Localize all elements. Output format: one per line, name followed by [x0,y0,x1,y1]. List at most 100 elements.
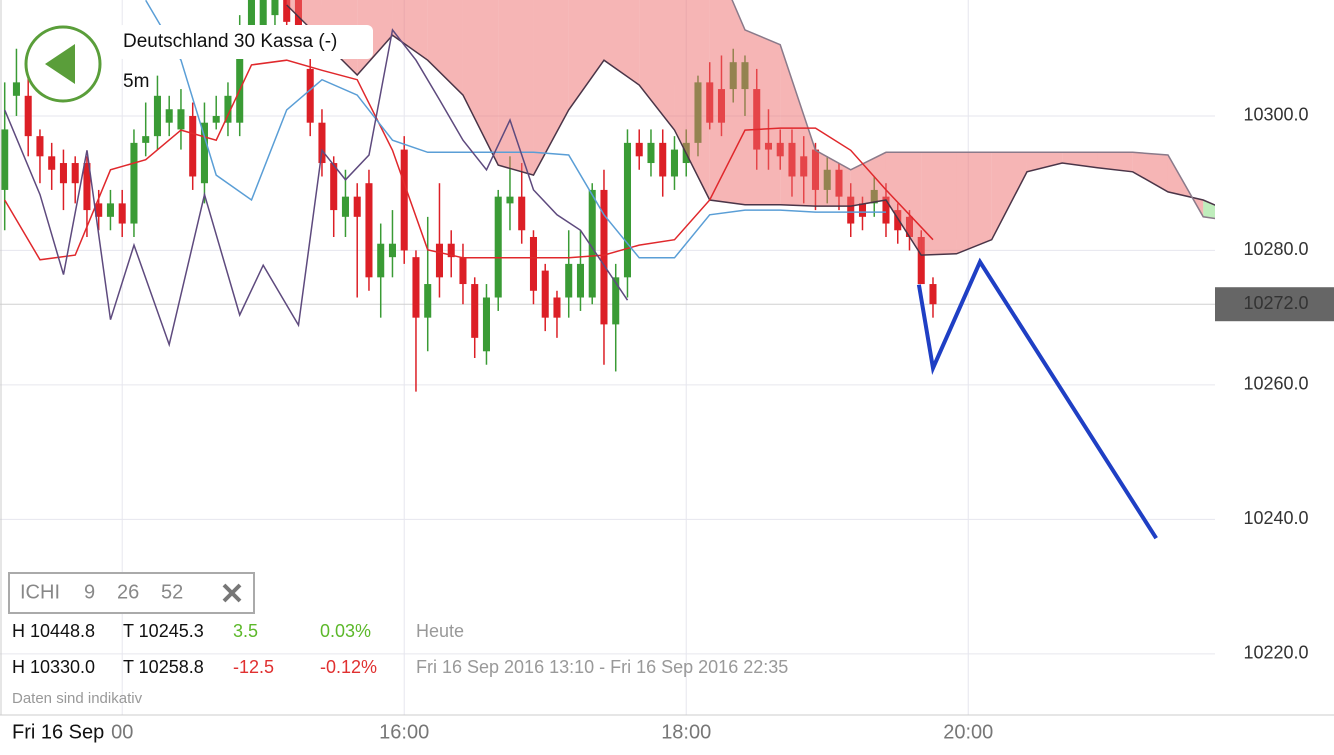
candle-body [48,156,56,170]
stat-value: 3.5 [233,621,258,641]
candle-body [106,203,114,217]
cloud-span-a [286,4,1215,256]
candle-body [612,277,620,325]
candle-body [377,243,385,278]
candle-body [353,196,361,217]
candle-body [929,284,937,305]
indicator-box-frame[interactable] [8,572,255,614]
y-tick-label: 10280.0 [1243,239,1308,259]
candle-body [95,203,103,217]
candle-body [882,196,890,224]
close-icon[interactable] [222,583,242,603]
cloud-segment [639,0,675,131]
x-tick-label: 16:00 [379,721,429,743]
candle-body [529,236,537,291]
cloud-segment [1026,152,1063,172]
cloud-segment [427,0,463,96]
candle-body [189,115,197,177]
stat-value: Heute [416,621,464,641]
candle-body [24,95,32,137]
last-price-box [1215,287,1334,322]
candle-body [259,0,267,36]
candle-body [71,163,79,184]
candle-body [306,68,314,123]
stats-panel: H 10448.8 T 10245.3 3.5 0.03% Heute H 10330.0… [12,621,788,677]
candle-body [858,203,867,217]
candle-body [917,236,925,285]
y-tick-label: 10260.0 [1243,374,1308,394]
candle-body [224,95,232,123]
tenkan-line [4,59,934,261]
candle-body [588,189,596,298]
candle-body [506,196,514,204]
stat-value: H 10330.0 [12,657,95,677]
cloud-segment [780,44,816,207]
candle-body [482,297,490,352]
candle-body [341,196,349,217]
candle-body [200,122,208,184]
chikou-line [4,28,629,348]
stat-value: 0.03% [320,621,371,641]
remove-indicator[interactable] [222,583,242,603]
back-button[interactable] [24,25,102,103]
candle-body [59,163,67,184]
stat-value: Fri 16 Sep 2016 13:10 - Fri 16 Sep 2016 … [416,657,788,677]
cloud-segment [1132,152,1168,192]
stat-value: -0.12% [320,657,377,677]
trend-drawing [916,257,1158,540]
cloud-span-b [731,0,1215,220]
cloud-segment [885,152,922,256]
x-tick-label: 20:00 [943,721,993,743]
candle-body [36,136,44,157]
stat-value: -12.5 [233,657,274,677]
candle-body [424,284,432,318]
kijun-line [145,0,886,259]
candle-body [635,142,643,157]
cloud-segment [956,152,992,254]
candle-body [177,109,185,130]
candle-body [1,129,9,190]
candle-body [647,142,655,164]
candle-body [471,284,479,338]
candle-body [659,142,667,177]
indicator-param: 52 [161,581,183,603]
cloud-segment [1097,152,1133,172]
candle-body [247,0,255,29]
candle-body [330,163,338,211]
candle-body [600,189,608,325]
y-tick-label: 10300.0 [1243,105,1308,125]
cloud-segment [603,0,640,86]
cloud-segment [991,152,1027,240]
x-tick-label: 18:00 [661,721,711,743]
cloud-segment [921,152,957,256]
candle-body [494,196,502,298]
back-arrow[interactable] [45,44,75,84]
stat-value: T 10258.8 [123,657,204,677]
date-label: Fri 16 Sep [12,721,104,743]
cloud-segment [744,29,781,205]
cloud-segment [815,150,851,207]
candle-body [153,95,161,137]
interval-label: 5m [123,71,149,92]
cloud-segment [709,0,745,205]
candle-body [894,210,902,231]
candle-body [12,82,20,96]
axes: 10220.0 10240.0 10260.0 10280.0 10300.0 00 16:… [111,105,1334,743]
disclaimer: Daten sind indikativ [12,690,143,707]
last-price-label: 10272.0 [1243,293,1308,313]
cloud-segment [568,0,604,110]
x-tick-label: 00 [111,721,133,743]
candle-body [283,0,291,22]
candle-body [318,122,326,164]
y-tick-label: 10240.0 [1243,508,1308,528]
instrument-title: Deutschland 30 Kassa (-) [123,31,337,52]
candle-body [670,149,679,177]
indicator-box[interactable]: ICHI 9 26 52 [8,572,255,614]
candle-body [459,257,467,285]
cloud-segment [1203,200,1215,219]
candle-body [271,0,279,16]
candle-body [142,136,150,143]
